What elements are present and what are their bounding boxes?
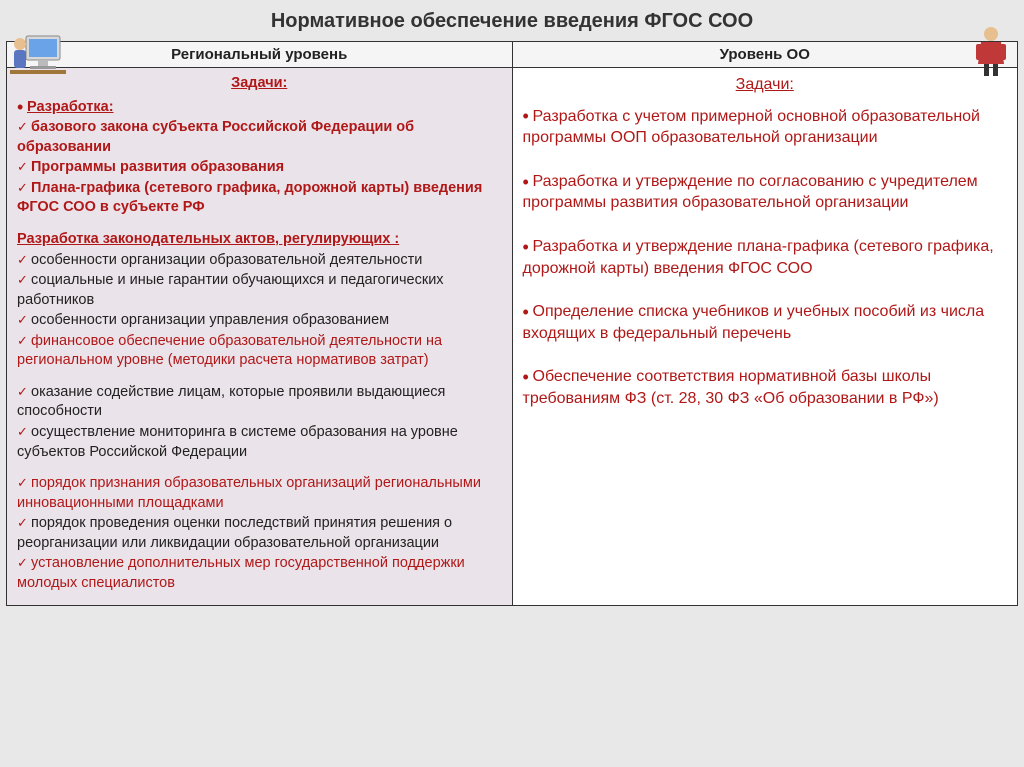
- right-item: •Определение списка учебников и учебных …: [523, 301, 1008, 344]
- bullet-icon: •: [523, 305, 533, 319]
- check-icon: ✓: [17, 118, 31, 136]
- leg-item: ✓особенности организации образовательной…: [17, 251, 502, 271]
- right-item: •Разработка и утверждение по согласовани…: [523, 171, 1008, 214]
- check-icon: ✓: [17, 158, 31, 176]
- slide-title: Нормативное обеспечение введения ФГОС СО…: [271, 10, 753, 32]
- leg-item: ✓социальные и иные гарантии обучающихся …: [17, 271, 502, 310]
- right-item: •Разработка и утверждение плана-графика …: [523, 236, 1008, 279]
- right-item: •Обеспечение соответствия нормативной ба…: [523, 366, 1008, 409]
- left-tasks-label: Задачи:: [17, 74, 502, 94]
- dev-heading: •Разработка:: [17, 98, 502, 118]
- bullet-icon: •: [523, 109, 533, 123]
- check-icon: ✓: [17, 311, 31, 329]
- check-icon: ✓: [17, 474, 31, 492]
- leg-item: ✓финансовое обеспечение образовательной …: [17, 332, 502, 371]
- bullet-icon: •: [523, 370, 533, 384]
- check-icon: ✓: [17, 423, 31, 441]
- person-figure-icon: [966, 24, 1016, 79]
- right-tasks-label: Задачи:: [523, 74, 1008, 96]
- dev-item: ✓Плана-графика (сетевого графика, дорожн…: [17, 179, 502, 218]
- bullet-icon: •: [523, 175, 533, 189]
- check-icon: ✓: [17, 251, 31, 269]
- header-right: Уровень ОО: [512, 42, 1018, 68]
- leg-item: ✓установление дополнительных мер государ…: [17, 554, 502, 593]
- leg-item: ✓порядок проведения оценки последствий п…: [17, 514, 502, 553]
- leg-heading: Разработка законодательных актов, регули…: [17, 230, 502, 250]
- check-icon: ✓: [17, 179, 31, 197]
- title-bar: Нормативное обеспечение введения ФГОС СО…: [0, 0, 1024, 41]
- leg-item: ✓осуществление мониторинга в системе обр…: [17, 423, 502, 462]
- slide: Нормативное обеспечение введения ФГОС СО…: [0, 0, 1024, 767]
- check-icon: ✓: [17, 332, 31, 350]
- leg-item: ✓порядок признания образовательных орган…: [17, 474, 502, 513]
- bullet-icon: •: [523, 240, 533, 254]
- dev-item: ✓базового закона субъекта Российской Фед…: [17, 118, 502, 157]
- check-icon: ✓: [17, 271, 31, 289]
- dev-item: ✓Программы развития образования: [17, 158, 502, 178]
- check-icon: ✓: [17, 554, 31, 572]
- content-table: Региональный уровень Уровень ОО Задачи: …: [6, 41, 1018, 606]
- bullet-icon: •: [17, 100, 27, 114]
- right-column: Задачи: •Разработка с учетом примерной о…: [512, 68, 1018, 606]
- header-left: Региональный уровень: [7, 42, 513, 68]
- leg-item: ✓оказание содействие лицам, которые проя…: [17, 383, 502, 422]
- check-icon: ✓: [17, 514, 31, 532]
- computer-user-icon: [8, 28, 68, 78]
- leg-item: ✓особенности организации управления обра…: [17, 311, 502, 331]
- right-item: •Разработка с учетом примерной основной …: [523, 106, 1008, 149]
- check-icon: ✓: [17, 383, 31, 401]
- left-column: Задачи: •Разработка: ✓базового закона су…: [7, 68, 513, 606]
